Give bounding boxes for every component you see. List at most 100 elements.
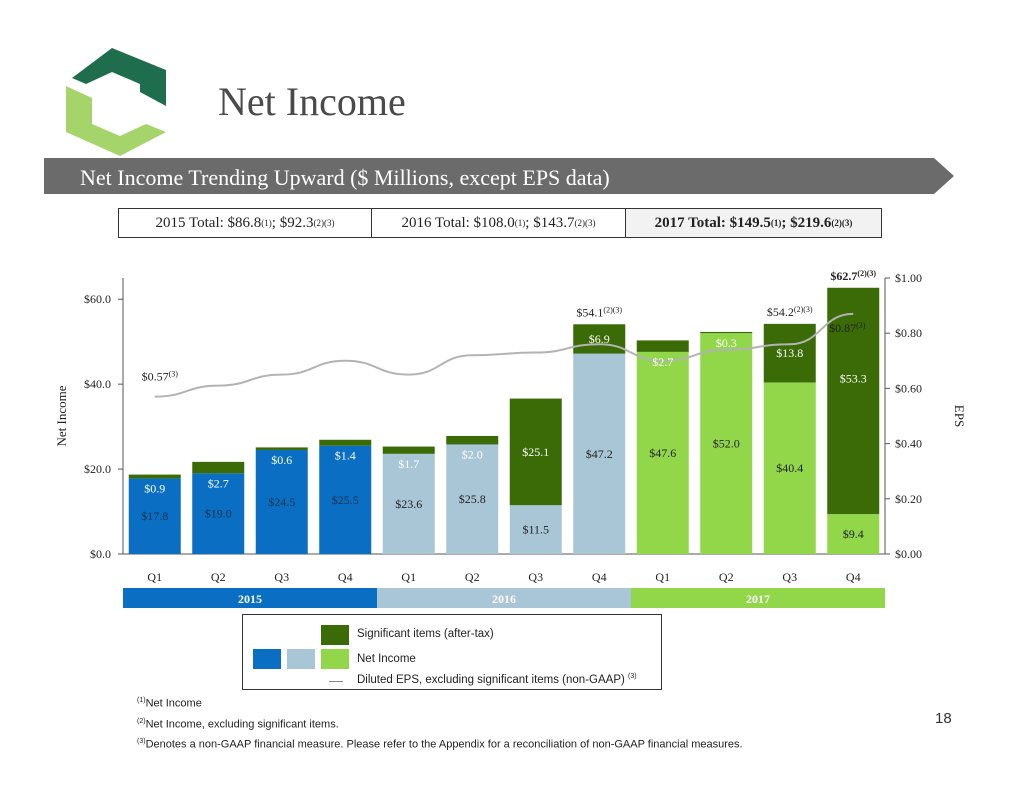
- y-tick-label-right: $0.20: [895, 492, 922, 506]
- total-label: $54.1(2)(3): [576, 305, 622, 319]
- banner-text: Net Income Trending Upward ($ Millions, …: [80, 165, 610, 190]
- year-band: [377, 588, 631, 608]
- x-tick-label: Q2: [719, 570, 734, 584]
- y-tick-label-left: $0.0: [90, 547, 111, 561]
- total-label: $54.2(2)(3): [767, 305, 813, 319]
- bar-significant: [763, 323, 816, 383]
- bar-significant: [827, 287, 880, 515]
- legend-swatch-2015: [253, 649, 281, 669]
- x-tick-label: Q1: [401, 570, 416, 584]
- bar-label-net-income: $9.4: [843, 527, 864, 541]
- bar-net-income: [700, 333, 753, 554]
- bar-label-significant: $1.7: [398, 457, 419, 471]
- logo-light-shape: [66, 86, 166, 156]
- bar-significant: [319, 439, 372, 446]
- total-2017: 2017 Total: $149.5 (1); $219.6 (2)(3): [626, 209, 881, 237]
- x-tick-label: Q2: [465, 570, 480, 584]
- bar-net-income: [636, 351, 689, 554]
- x-tick-label: Q1: [655, 570, 670, 584]
- bar-significant: [509, 398, 562, 506]
- bar-label-significant: $0.3: [716, 336, 737, 350]
- bar-net-income: [446, 444, 499, 554]
- bar-label-net-income: $25.5: [332, 493, 359, 507]
- legend-swatch-2016: [287, 649, 315, 669]
- bar-label-significant: $6.9: [589, 332, 610, 346]
- y-tick-label-left: $60.0: [84, 292, 111, 306]
- y-tick-label-left: $40.0: [84, 377, 111, 391]
- bar-net-income: [763, 382, 816, 554]
- chart-legend: Significant items (after-tax) Net Income…: [242, 614, 662, 690]
- bar-significant: [573, 324, 626, 354]
- bar-significant: [446, 435, 499, 445]
- x-tick-label: Q4: [338, 570, 353, 584]
- bar-significant: [382, 446, 435, 454]
- legend-label-eps: Diluted EPS, excluding significant items…: [357, 673, 637, 686]
- bar-net-income: [255, 449, 308, 554]
- bar-label-net-income: $24.5: [268, 495, 295, 509]
- total-2015: 2015 Total: $86.8 (1); $92.3 (2)(3): [119, 209, 372, 237]
- bar-significant: [255, 447, 308, 450]
- legend-swatch-significant: [321, 625, 349, 645]
- bar-significant: [636, 340, 689, 352]
- y-tick-label-left: $20.0: [84, 462, 111, 476]
- legend-swatch-eps-line: [329, 681, 343, 682]
- bar-label-significant: $25.1: [522, 445, 549, 459]
- eps-label: $0.57(3): [142, 370, 179, 384]
- y-tick-label-right: $0.80: [895, 326, 922, 340]
- bar-label-significant: $13.8: [776, 346, 803, 360]
- net-income-chart: $0.0 $20.0 $40.0 $60.0 $0.00 $0.20 $0.40 $0.60 $…: [54, 269, 967, 608]
- bar-label-net-income: $17.8: [141, 509, 168, 523]
- bar-label-significant: $1.4: [335, 449, 356, 463]
- bar-label-net-income: $23.6: [395, 497, 422, 511]
- footnote-2: (2)Net Income, excluding significant ite…: [137, 717, 339, 731]
- totals-row: 2015 Total: $86.8 (1); $92.3 (2)(3) 2016 T…: [118, 208, 882, 238]
- bar-label-significant: $2.0: [462, 447, 483, 461]
- total-label: $62.7(2)(3): [830, 269, 876, 283]
- footnotes: (1)Net Income (2)Net Income, excluding s…: [137, 692, 743, 754]
- legend-label-net-income: Net Income: [357, 653, 416, 665]
- footnote-1: (1)Net Income: [137, 697, 202, 710]
- bar-significant: [700, 331, 753, 334]
- x-tick-label: Q3: [274, 570, 289, 584]
- bar-net-income: [827, 514, 880, 554]
- y-tick-label-right: $0.60: [895, 381, 922, 395]
- y-axis-title-right: EPS: [952, 405, 967, 427]
- page-title: Net Income: [218, 79, 406, 124]
- x-tick-label: Q2: [211, 570, 226, 584]
- company-logo: [66, 48, 166, 156]
- footnote-3: (3)Denotes a non-GAAP financial measure.…: [137, 738, 743, 751]
- x-tick-label: Q4: [592, 570, 607, 584]
- bar-net-income: [509, 505, 562, 554]
- bar-net-income: [128, 478, 181, 554]
- bar-label-net-income: $11.5: [522, 523, 549, 537]
- bar-label-net-income: $47.2: [586, 447, 613, 461]
- bar-net-income: [192, 473, 245, 554]
- bar-label-net-income: $40.4: [776, 461, 803, 475]
- y-tick-label-right: $0.40: [895, 437, 922, 451]
- legend-label-significant: Significant items (after-tax): [357, 628, 494, 640]
- year-band-label: 2016: [492, 592, 516, 606]
- year-band-label: 2017: [746, 592, 770, 606]
- bar-label-significant: $0.6: [271, 453, 292, 467]
- bar-label-significant: $53.3: [840, 371, 867, 385]
- banner-bar: [44, 158, 954, 194]
- y-tick-label-right: $0.00: [895, 547, 922, 561]
- y-axis-title-left: Net Income: [54, 385, 69, 446]
- x-tick-label: Q3: [782, 570, 797, 584]
- legend-swatch-2017: [321, 649, 349, 669]
- bar-label-net-income: $25.8: [459, 492, 486, 506]
- year-band: [123, 588, 377, 608]
- bar-label-significant: $2.7: [208, 476, 229, 490]
- y-tick-label-right: $1.00: [895, 271, 922, 285]
- bar-net-income: [382, 453, 435, 554]
- bar-label-net-income: $47.6: [649, 446, 676, 460]
- bar-label-net-income: $52.0: [713, 437, 740, 451]
- page-number: 18: [935, 710, 952, 727]
- total-2016: 2016 Total: $108.0 (1); $143.7 (2)(3): [372, 209, 626, 237]
- x-tick-label: Q3: [528, 570, 543, 584]
- year-band: [631, 588, 885, 608]
- bar-label-significant: $0.9: [144, 481, 165, 495]
- bar-significant: [192, 461, 245, 474]
- bar-net-income: [573, 353, 626, 554]
- x-tick-label: Q4: [846, 570, 861, 584]
